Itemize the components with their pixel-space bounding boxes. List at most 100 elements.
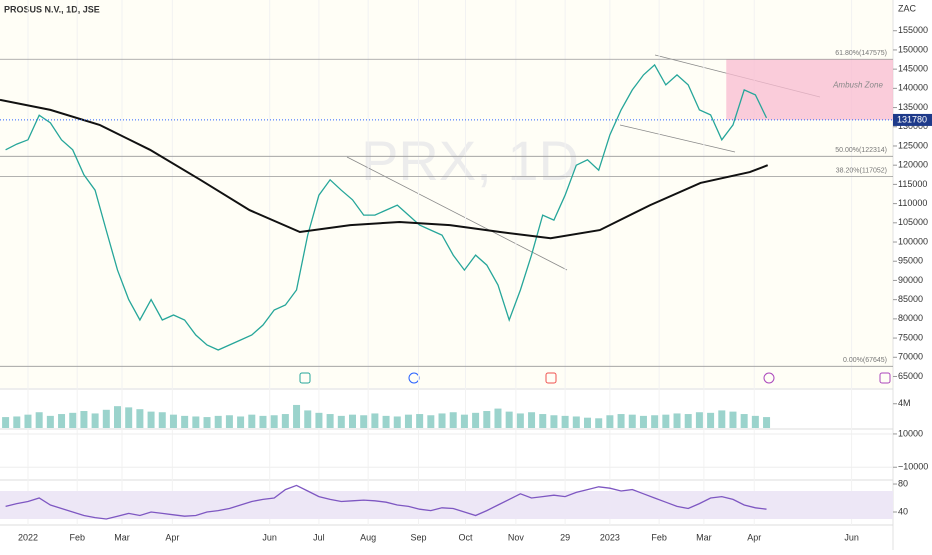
x-tick-label: Feb xyxy=(651,532,667,542)
volume-bar xyxy=(136,409,144,428)
volume-bar xyxy=(169,414,177,428)
volume-bar xyxy=(58,414,66,428)
volume-bar xyxy=(237,416,245,428)
y-tick-label: 40 xyxy=(898,506,908,516)
volume-bar xyxy=(80,411,88,428)
y-tick-label: 80 xyxy=(898,478,908,488)
y-tick-label: 85000 xyxy=(898,294,923,304)
fib-label: 61.80%(147575) xyxy=(835,50,887,57)
x-tick-label: Mar xyxy=(114,532,130,542)
y-tick-label: 105000 xyxy=(898,217,928,227)
y-tick-label: 65000 xyxy=(898,371,923,381)
y-tick-label: 115000 xyxy=(898,179,927,189)
x-tick-label: 2022 xyxy=(18,532,38,542)
volume-bar xyxy=(371,413,379,428)
volume-bar xyxy=(751,415,759,428)
volume-bar xyxy=(326,414,334,428)
volume-bar xyxy=(483,411,491,428)
volume-bar xyxy=(695,412,703,428)
volume-bar xyxy=(740,414,748,428)
volume-bar xyxy=(91,413,99,428)
volume-bar xyxy=(2,417,10,428)
volume-bar xyxy=(584,417,591,428)
volume-bar xyxy=(763,417,771,428)
y-tick-label: 120000 xyxy=(898,160,928,170)
volume-bar xyxy=(617,414,625,428)
volume-bar xyxy=(203,417,211,428)
series-line xyxy=(5,63,768,351)
volume-bar xyxy=(718,410,726,428)
volume-bar xyxy=(460,414,468,428)
volume-bar xyxy=(416,414,424,428)
y-tick-label: 135000 xyxy=(898,102,928,112)
y-tick-label: 95000 xyxy=(898,256,923,266)
volume-bar xyxy=(393,416,401,428)
x-tick-label: Jul xyxy=(313,532,325,542)
volume-bar xyxy=(651,415,659,428)
fib-label: 50.00%(122314) xyxy=(835,147,887,154)
event-icon[interactable] xyxy=(763,372,775,384)
volume-bar xyxy=(404,414,412,428)
volume-bar xyxy=(337,415,345,428)
volume-bar xyxy=(662,414,670,428)
volume-bar xyxy=(102,409,110,428)
event-icon[interactable] xyxy=(545,372,557,384)
x-tick-label: Nov xyxy=(508,532,525,542)
volume-bar xyxy=(349,414,356,428)
x-tick-label: Jun xyxy=(844,532,859,542)
volume-bar xyxy=(550,415,558,428)
volume-bar xyxy=(472,412,480,428)
x-tick-label: Sep xyxy=(411,532,427,542)
volume-bar xyxy=(158,412,166,428)
x-tick-label: Mar xyxy=(696,532,712,542)
trend-line xyxy=(619,124,736,153)
volume-bar xyxy=(281,414,289,428)
trend-line xyxy=(346,156,568,271)
volume-bar xyxy=(270,415,278,428)
volume-bar xyxy=(516,413,524,428)
volume-bar xyxy=(248,414,256,428)
y-tick-label: −10000 xyxy=(898,462,928,472)
last-price-box xyxy=(893,113,932,126)
y-tick-label: 150000 xyxy=(898,44,928,54)
volume-bar xyxy=(639,415,647,428)
symbol-title: PROSUS N.V., 1D, JSE xyxy=(4,4,100,14)
volume-bar xyxy=(438,413,446,428)
x-tick-label: 2023 xyxy=(600,532,620,542)
volume-bar xyxy=(114,406,121,428)
x-tick-label: Jun xyxy=(262,532,277,542)
series-line xyxy=(0,98,769,240)
y-tick-label: 130000 xyxy=(898,121,928,131)
volume-bar xyxy=(628,414,636,428)
volume-bar xyxy=(125,407,133,428)
y-tick-label: 100000 xyxy=(898,236,928,246)
volume-bar xyxy=(707,412,715,428)
volume-bar xyxy=(572,416,580,428)
main-pane xyxy=(0,0,893,388)
volume-bar xyxy=(293,404,301,428)
y-tick-label: 125000 xyxy=(898,140,928,150)
volume-bar xyxy=(673,413,681,428)
zone-label: Ambush Zone xyxy=(832,81,883,90)
volume-bar xyxy=(214,415,222,428)
volume-bar xyxy=(449,412,457,428)
volume-bar xyxy=(35,412,43,428)
x-tick-label: Apr xyxy=(165,532,179,542)
volume-bar xyxy=(46,415,54,428)
volume-bar xyxy=(528,412,536,428)
volume-bar xyxy=(69,412,77,428)
x-tick-label: Aug xyxy=(360,532,376,542)
y-tick-label: 4M xyxy=(898,398,911,408)
x-tick-label: Feb xyxy=(69,532,85,542)
volume-bar xyxy=(225,415,233,428)
currency: ZAC xyxy=(898,3,917,13)
y-tick-label: 145000 xyxy=(898,64,928,74)
volume-bar xyxy=(684,414,692,428)
volume-bar xyxy=(13,416,21,428)
volume-bar xyxy=(147,411,155,428)
event-icon[interactable] xyxy=(299,372,311,384)
volume-bar xyxy=(561,415,569,428)
event-icon[interactable] xyxy=(879,372,891,384)
volume-bar xyxy=(304,410,312,428)
